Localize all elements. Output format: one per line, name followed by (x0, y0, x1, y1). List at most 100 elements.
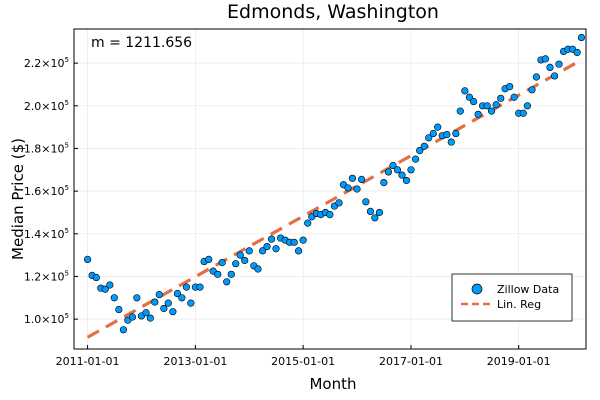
data-point (106, 281, 114, 289)
data-point (267, 235, 276, 243)
data-point (164, 299, 172, 307)
data-point (92, 273, 100, 282)
data-point (384, 168, 393, 176)
data-point (254, 265, 262, 273)
y-tick-label: 2.2×105 (24, 56, 69, 70)
data-point (178, 294, 186, 302)
data-point (236, 251, 244, 259)
slope-annotation: m = 1211.656 (91, 35, 192, 51)
data-point (452, 129, 460, 138)
data-point (465, 93, 474, 101)
data-point (474, 110, 482, 118)
data-point (393, 166, 402, 174)
data-point (128, 313, 137, 321)
data-point (290, 238, 298, 246)
y-tick-label: 2.0×105 (24, 99, 69, 113)
data-point (258, 247, 267, 255)
data-point (110, 294, 118, 302)
data-point (456, 107, 464, 115)
data-point (429, 129, 437, 138)
data-point (304, 219, 312, 227)
data-point (119, 326, 128, 334)
data-point (151, 298, 159, 306)
data-point (420, 142, 428, 150)
chart-title: Edmonds, Washington (227, 1, 439, 23)
data-point (182, 283, 191, 291)
data-point (411, 155, 420, 163)
x-tick-label: 2013-01-01 (163, 355, 227, 368)
legend: Zillow Data Lin. Reg (451, 273, 573, 322)
data-point (528, 86, 536, 94)
data-point (389, 161, 397, 170)
data-point (461, 87, 469, 95)
y-tick-label: 1.2×105 (24, 269, 69, 283)
data-point (101, 285, 109, 293)
data-point (519, 109, 527, 117)
data-point (146, 314, 154, 322)
y-tick-label: 1.6×105 (24, 184, 69, 198)
data-point (160, 304, 168, 313)
legend-label-zillow: Zillow Data (497, 283, 559, 296)
zillow-data-series (83, 33, 586, 334)
data-point (550, 72, 559, 80)
data-point (402, 176, 411, 185)
data-point (357, 175, 366, 183)
data-point (425, 134, 433, 142)
data-point (447, 138, 455, 146)
data-point (434, 123, 442, 131)
data-point (187, 299, 195, 307)
data-point (115, 305, 123, 314)
data-point (541, 55, 550, 63)
data-point (380, 179, 388, 187)
data-point (173, 289, 182, 298)
data-point (169, 308, 177, 316)
data-point (573, 48, 581, 57)
x-tick-label: 2017-01-01 (379, 355, 443, 368)
x-axis-ticks: 2011-01-01 2013-01-01 2015-01-01 2017-01-01… (56, 345, 551, 368)
data-point (155, 291, 163, 299)
data-point (263, 243, 271, 251)
data-point (483, 102, 491, 110)
data-point (83, 255, 92, 264)
x-tick-label: 2019-01-01 (487, 355, 551, 368)
data-point (299, 236, 307, 244)
data-point (546, 63, 554, 71)
data-point (214, 270, 222, 278)
legend-marker-zillow (471, 283, 483, 295)
y-tick-label: 1.4×105 (24, 227, 69, 241)
data-point (344, 184, 352, 192)
data-point (205, 255, 213, 264)
y-tick-label: 1.8×105 (24, 141, 69, 155)
data-point (469, 97, 478, 106)
data-point (375, 208, 384, 217)
data-point (353, 185, 361, 193)
data-point (555, 60, 563, 68)
x-tick-label: 2011-01-01 (56, 355, 120, 368)
legend-label-linreg: Lin. Reg (497, 298, 541, 311)
data-point (142, 309, 150, 317)
data-point (407, 166, 415, 174)
plot-frame (73, 28, 587, 350)
data-point (398, 171, 406, 179)
data-point (416, 147, 424, 155)
data-point (245, 247, 253, 255)
data-point (232, 260, 240, 268)
data-point (272, 245, 280, 253)
data-point (227, 270, 235, 278)
data-point (506, 82, 514, 91)
data-point (532, 73, 541, 81)
data-point (497, 94, 505, 102)
data-point (492, 101, 500, 109)
data-point (241, 256, 249, 265)
data-point (223, 278, 231, 286)
data-point (133, 294, 141, 302)
data-point (487, 107, 496, 115)
data-point (371, 214, 379, 222)
data-point (362, 198, 370, 206)
data-point (218, 259, 226, 267)
data-point (196, 283, 204, 291)
x-tick-label: 2015-01-01 (271, 355, 335, 368)
data-point (523, 102, 532, 110)
x-axis-label: Month (309, 375, 356, 393)
